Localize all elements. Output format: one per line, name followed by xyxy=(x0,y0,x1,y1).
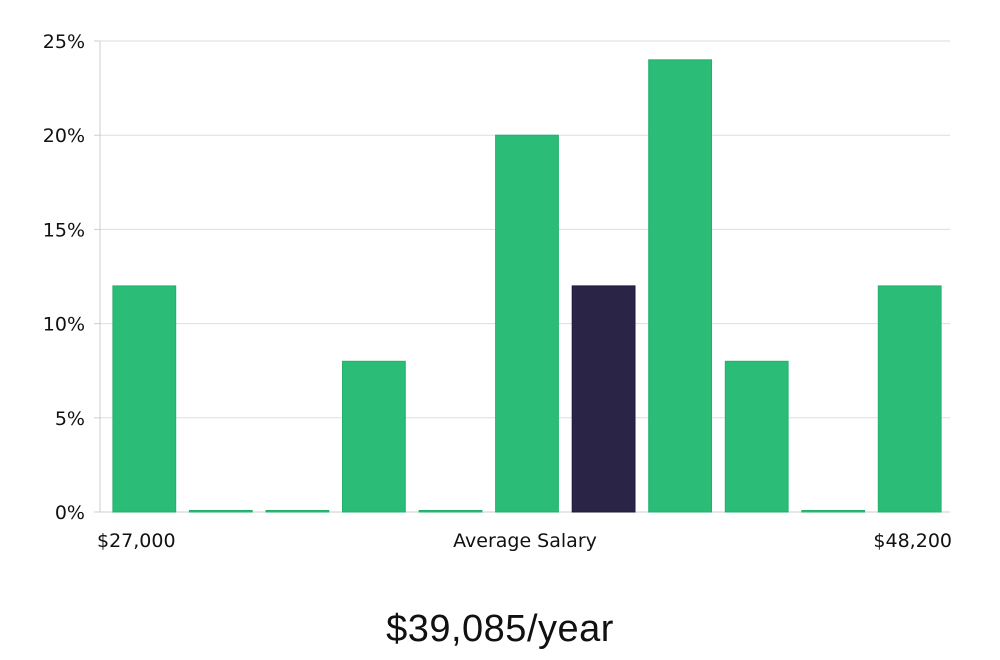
y-tick-label: 5% xyxy=(55,408,85,430)
y-tick-labels: 0% 5% 10% 15% 20% 25% xyxy=(43,31,85,524)
y-tick-label: 10% xyxy=(43,314,85,336)
bar-highlight xyxy=(571,285,636,513)
y-tick-label: 25% xyxy=(43,31,85,53)
bar xyxy=(801,510,866,513)
y-tick-label: 0% xyxy=(55,502,85,524)
y-tick-label: 20% xyxy=(43,125,85,147)
bar xyxy=(648,59,713,513)
bar xyxy=(418,510,483,513)
bars xyxy=(112,59,942,513)
bar xyxy=(877,285,942,513)
bar xyxy=(495,134,559,513)
bar xyxy=(265,510,330,513)
bar xyxy=(112,285,177,513)
x-min-label: $27,000 xyxy=(97,530,176,552)
y-tick-label: 15% xyxy=(43,219,85,241)
x-axis-title: Average Salary xyxy=(453,530,597,552)
bar xyxy=(724,360,789,513)
bar xyxy=(188,510,253,513)
average-salary-value: $39,085/year xyxy=(386,608,614,650)
x-max-label: $48,200 xyxy=(873,530,952,552)
bar xyxy=(342,360,406,513)
salary-distribution-chart: 0%5%10%15%20%25% $27,000 Average Salary … xyxy=(43,31,952,552)
